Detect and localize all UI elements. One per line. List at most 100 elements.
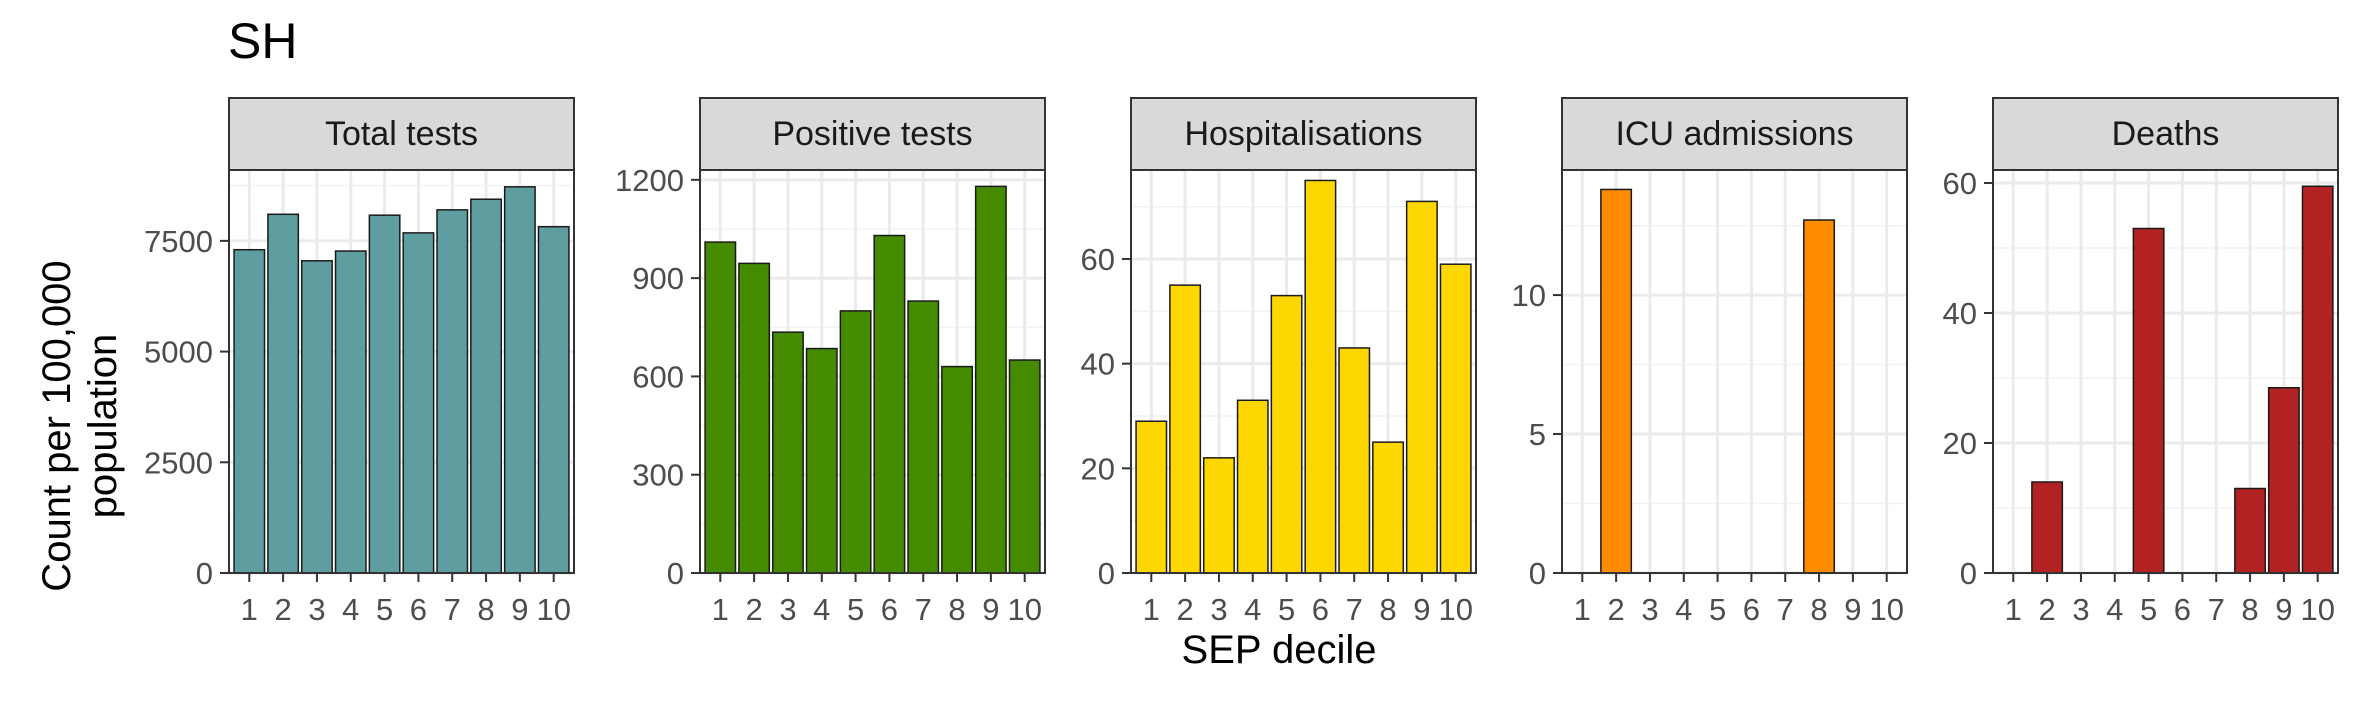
y-tick-label: 0 xyxy=(196,556,213,591)
bar xyxy=(2301,185,2334,574)
y-tick-label: 1200 xyxy=(615,163,684,198)
bar xyxy=(1008,359,1041,574)
bar xyxy=(738,262,771,574)
bar xyxy=(2267,387,2300,574)
y-tick-label: 300 xyxy=(632,458,684,493)
y-tick-label: 0 xyxy=(1529,556,1546,591)
x-tick-label: 1 xyxy=(2005,592,2022,627)
x-tick-label: 2 xyxy=(2038,592,2055,627)
panel-title: ICU admissions xyxy=(1615,115,1853,153)
x-tick-label: 10 xyxy=(1007,592,1041,627)
x-tick-label: 9 xyxy=(982,592,999,627)
x-tick-label: 4 xyxy=(2106,592,2123,627)
bar xyxy=(1202,457,1235,574)
x-tick-label: 6 xyxy=(410,592,427,627)
bar xyxy=(1338,347,1371,574)
bar xyxy=(368,214,401,574)
x-tick-label: 6 xyxy=(881,592,898,627)
y-tick-label: 40 xyxy=(1081,347,1115,382)
x-tick-label: 10 xyxy=(1438,592,1472,627)
x-tick-label: 3 xyxy=(308,592,325,627)
y-tick-label: 20 xyxy=(1943,426,1977,461)
bar xyxy=(704,241,737,574)
y-tick-label: 40 xyxy=(1943,296,1977,331)
x-tick-label: 8 xyxy=(1810,592,1827,627)
y-tick-label: 5000 xyxy=(144,335,213,370)
x-tick-label: 1 xyxy=(712,592,729,627)
panel-strip xyxy=(1992,97,2339,171)
x-tick-label: 7 xyxy=(444,592,461,627)
x-tick-label: 2 xyxy=(745,592,762,627)
x-tick-label: 10 xyxy=(1869,592,1903,627)
x-tick-label: 6 xyxy=(2174,592,2191,627)
y-tick-label: 60 xyxy=(1943,166,1977,201)
x-tick-label: 5 xyxy=(376,592,393,627)
x-tick-label: 9 xyxy=(2275,592,2292,627)
bar xyxy=(1270,294,1303,574)
bar xyxy=(334,250,367,574)
y-tick-label: 0 xyxy=(667,556,684,591)
bar xyxy=(300,260,333,574)
y-tick-label: 20 xyxy=(1081,451,1115,486)
bar xyxy=(267,213,300,574)
bar xyxy=(1372,441,1405,574)
x-tick-label: 4 xyxy=(1675,592,1692,627)
y-tick-label: 10 xyxy=(1512,278,1546,313)
x-tick-label: 3 xyxy=(1210,592,1227,627)
bar xyxy=(771,331,804,574)
bar xyxy=(1135,420,1168,574)
panel-strip xyxy=(1561,97,1908,171)
bar xyxy=(436,209,469,574)
x-tick-label: 8 xyxy=(948,592,965,627)
bar xyxy=(805,347,838,574)
x-tick-label: 1 xyxy=(1574,592,1591,627)
y-tick-label: 7500 xyxy=(144,224,213,259)
panel-strip xyxy=(228,97,575,171)
bar xyxy=(907,300,940,574)
x-tick-label: 7 xyxy=(1346,592,1363,627)
x-tick-label: 9 xyxy=(1413,592,1430,627)
panel-title: Total tests xyxy=(325,115,478,153)
bar xyxy=(1600,188,1633,574)
x-tick-label: 3 xyxy=(1641,592,1658,627)
bar xyxy=(1304,179,1337,574)
x-tick-label: 4 xyxy=(342,592,359,627)
y-tick-label: 600 xyxy=(632,359,684,394)
bar xyxy=(873,234,906,574)
x-tick-label: 5 xyxy=(2140,592,2157,627)
x-tick-label: 2 xyxy=(1176,592,1193,627)
x-tick-label: 7 xyxy=(2208,592,2225,627)
panel-title: Positive tests xyxy=(772,115,972,153)
bar xyxy=(537,225,570,574)
x-tick-label: 5 xyxy=(1278,592,1295,627)
y-tick-label: 900 xyxy=(632,261,684,296)
x-tick-label: 7 xyxy=(915,592,932,627)
bar xyxy=(503,186,536,574)
panel-title: Hospitalisations xyxy=(1184,115,1422,153)
bar xyxy=(1169,284,1202,574)
figure-title: SH xyxy=(228,13,298,69)
bar xyxy=(470,198,503,574)
bar xyxy=(2132,227,2165,574)
bar xyxy=(941,365,974,574)
y-tick-label: 0 xyxy=(1960,556,1977,591)
panel-strip xyxy=(699,97,1046,171)
x-axis-label: SEP decile xyxy=(1181,628,1377,672)
bar xyxy=(1405,200,1438,574)
x-tick-label: 3 xyxy=(779,592,796,627)
x-tick-label: 5 xyxy=(1709,592,1726,627)
bar xyxy=(839,310,872,574)
bar xyxy=(402,232,435,574)
x-tick-label: 10 xyxy=(536,592,570,627)
bar xyxy=(2031,481,2064,574)
x-tick-label: 9 xyxy=(1844,592,1861,627)
x-tick-label: 6 xyxy=(1312,592,1329,627)
bar xyxy=(1439,263,1472,574)
x-tick-label: 2 xyxy=(274,592,291,627)
x-tick-label: 10 xyxy=(2300,592,2334,627)
x-tick-label: 4 xyxy=(813,592,830,627)
x-tick-label: 3 xyxy=(2072,592,2089,627)
x-tick-label: 4 xyxy=(1244,592,1261,627)
bar xyxy=(1236,399,1269,574)
